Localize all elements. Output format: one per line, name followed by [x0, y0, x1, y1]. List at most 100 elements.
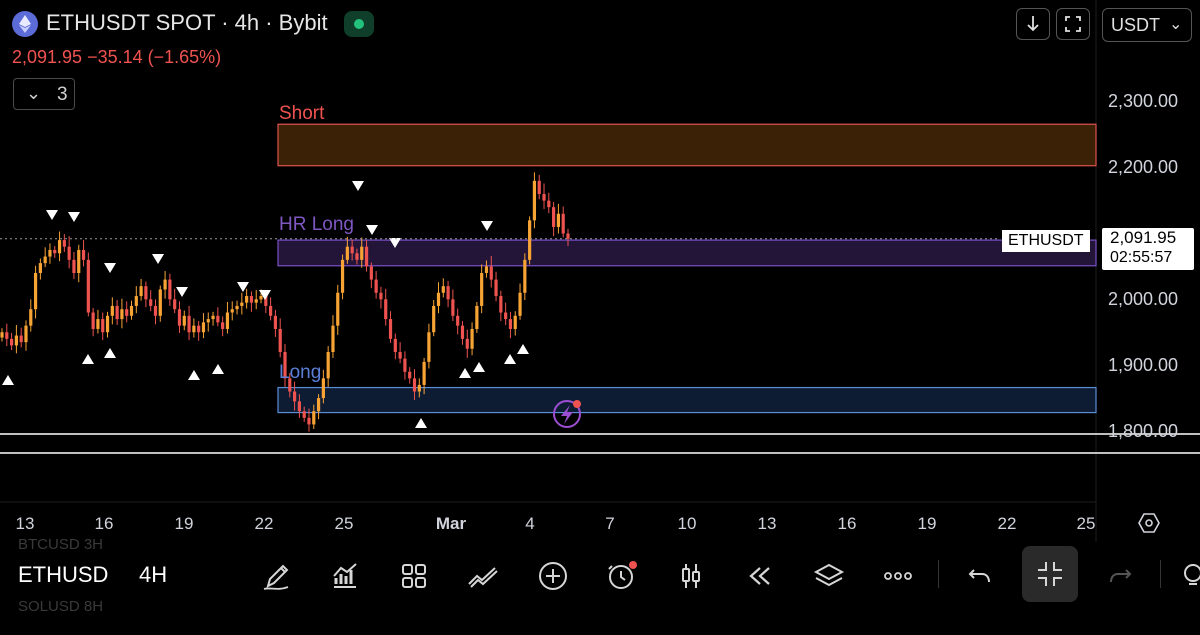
- candle: [0, 328, 4, 342]
- candle: [273, 309, 278, 337]
- plus-circle-icon: [539, 562, 567, 590]
- market-open-indicator: [344, 11, 374, 37]
- toolbar-divider: [1160, 560, 1161, 588]
- price-axis-label: 1,900.00: [1108, 355, 1179, 375]
- candle: [278, 318, 282, 358]
- fullscreen-button[interactable]: [1056, 8, 1090, 40]
- time-axis-label: 13: [757, 514, 777, 533]
- candle: [518, 283, 522, 320]
- exit-fullscreen-button[interactable]: [1022, 546, 1078, 602]
- chart-title[interactable]: ETHUSDT SPOT · 4h · Bybit: [46, 10, 328, 35]
- add-button[interactable]: [533, 556, 573, 596]
- chart-type-button[interactable]: [671, 556, 711, 596]
- ideas-button[interactable]: [1176, 556, 1200, 596]
- candle: [470, 322, 474, 356]
- alert-button[interactable]: [602, 556, 642, 596]
- candle: [230, 301, 234, 321]
- candle: [101, 312, 105, 341]
- candle: [360, 237, 364, 268]
- candle: [53, 246, 57, 258]
- candle: [436, 282, 441, 314]
- candle: [149, 290, 153, 312]
- hexagon-settings-icon: [1138, 513, 1160, 533]
- candle: [388, 311, 393, 343]
- candle: [504, 302, 508, 326]
- candle: [326, 346, 330, 387]
- candle: [456, 308, 460, 335]
- price-chart[interactable]: [0, 0, 1200, 542]
- candle: [288, 373, 292, 398]
- time-axis-label: 25: [334, 514, 354, 533]
- symbol-picker-prev[interactable]: BTCUSD 3H: [18, 536, 104, 553]
- pen-icon: [263, 564, 289, 590]
- candle: [81, 240, 86, 267]
- candle: [168, 273, 172, 306]
- candle: [96, 309, 100, 334]
- candle: [235, 300, 239, 315]
- symbol-picker-next[interactable]: SOLUSD 8H: [18, 598, 104, 615]
- candle: [91, 307, 95, 337]
- candle: [484, 260, 489, 278]
- layers-button[interactable]: [809, 556, 849, 596]
- indicators-button[interactable]: [325, 556, 365, 596]
- short-zone-box[interactable]: [277, 123, 1097, 167]
- candle: [345, 236, 349, 264]
- interval-picker-current[interactable]: 4H: [139, 562, 168, 587]
- price-axis-label: 2,000.00: [1108, 289, 1179, 309]
- candle: [307, 408, 311, 432]
- drawing-tool-button[interactable]: [256, 556, 296, 596]
- candle: [72, 251, 76, 279]
- candle: [110, 297, 114, 325]
- candle: [5, 323, 9, 347]
- fractal-high-marker: [176, 287, 188, 297]
- axis-settings-button[interactable]: [1138, 512, 1160, 534]
- undo-button[interactable]: [960, 556, 1000, 596]
- hr-long-zone-box[interactable]: [277, 239, 1097, 267]
- candle: [374, 271, 378, 299]
- long-zone-box[interactable]: [277, 386, 1097, 414]
- replay-button[interactable]: [740, 556, 780, 596]
- currency-select[interactable]: USDT ⌄: [1102, 8, 1192, 42]
- candle: [302, 406, 306, 422]
- fractal-low-marker: [82, 354, 94, 364]
- candle: [158, 285, 162, 322]
- candle: [441, 278, 445, 298]
- time-axis-label: 19: [917, 514, 937, 533]
- collapse-icon: [1038, 562, 1062, 586]
- candle: [77, 244, 81, 283]
- fractal-high-marker: [259, 290, 271, 300]
- candle: [62, 234, 66, 252]
- download-button[interactable]: [1016, 8, 1050, 40]
- indicators-toggle-button[interactable]: ⌄ 3: [13, 78, 75, 110]
- compare-lines-icon: [468, 567, 498, 588]
- candle: [369, 262, 373, 289]
- bar-countdown: 02:55:57: [1110, 249, 1173, 266]
- candle: [556, 203, 561, 234]
- candle: [513, 311, 517, 336]
- candle: [14, 325, 18, 354]
- candle: [269, 297, 273, 321]
- candle: [57, 231, 62, 262]
- compare-button[interactable]: [463, 556, 503, 596]
- more-dots-icon: [884, 572, 912, 580]
- chevron-down-icon: ⌄: [26, 83, 42, 103]
- candle: [245, 288, 249, 309]
- more-button[interactable]: [878, 556, 918, 596]
- candle: [115, 299, 119, 326]
- ethereum-icon: [12, 11, 38, 37]
- candle: [173, 288, 177, 314]
- templates-button[interactable]: [394, 556, 434, 596]
- redo-button[interactable]: [1100, 556, 1140, 596]
- time-axis-label: 10: [677, 514, 697, 533]
- fractal-high-marker: [104, 263, 116, 273]
- time-axis-label: 13: [15, 514, 35, 533]
- hr-long-zone-label: HR Long: [279, 214, 354, 235]
- symbol-picker-current[interactable]: ETHUSD: [18, 562, 109, 587]
- time-axis-label: 19: [174, 514, 194, 533]
- candle: [125, 301, 129, 323]
- price-change-readout: 2,091.95 −35.14 (−1.65%): [12, 47, 222, 67]
- alert-lightning-icon[interactable]: [553, 400, 581, 428]
- fractal-high-marker: [481, 221, 493, 231]
- candle: [129, 300, 134, 320]
- candle: [316, 394, 321, 420]
